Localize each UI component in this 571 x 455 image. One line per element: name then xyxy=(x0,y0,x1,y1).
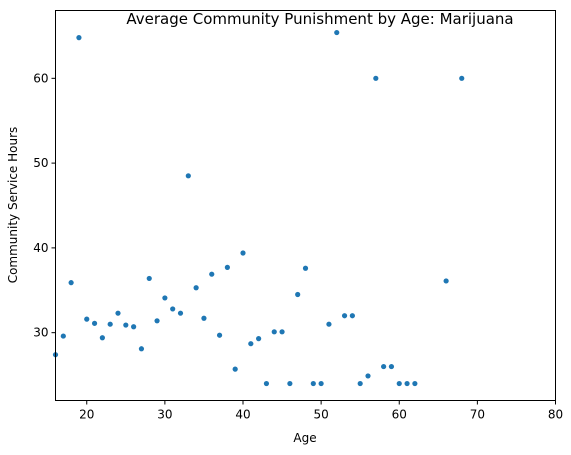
data-point xyxy=(177,310,184,316)
data-point xyxy=(68,280,74,286)
data-point xyxy=(201,315,207,321)
y-tick-label: 60 xyxy=(33,71,48,85)
data-point xyxy=(193,285,199,291)
data-point xyxy=(341,313,348,319)
x-tick-label: 70 xyxy=(470,408,485,422)
data-point xyxy=(365,373,371,379)
chart-title: Average Community Punishment by Age: Mar… xyxy=(126,10,513,28)
data-point xyxy=(279,329,285,335)
data-point xyxy=(263,380,270,387)
data-point xyxy=(216,332,223,338)
x-tick-label: 80 xyxy=(548,408,563,422)
data-point xyxy=(256,336,262,342)
data-point xyxy=(334,29,340,36)
data-point xyxy=(131,324,137,330)
data-point xyxy=(115,310,121,316)
plot-frame xyxy=(55,10,556,401)
data-point xyxy=(287,380,293,387)
data-point xyxy=(240,250,246,256)
data-point xyxy=(248,341,254,347)
data-point xyxy=(107,321,113,327)
data-point xyxy=(138,346,145,352)
data-point xyxy=(123,322,129,328)
data-point xyxy=(146,275,152,282)
data-point xyxy=(459,75,465,81)
data-point xyxy=(357,380,363,387)
data-point xyxy=(232,366,238,372)
x-tick-label: 30 xyxy=(157,408,172,422)
data-point xyxy=(388,363,395,370)
data-point xyxy=(224,264,230,270)
data-point xyxy=(404,380,410,387)
data-point xyxy=(443,278,449,284)
y-axis-label: Community Service Hours xyxy=(6,127,20,284)
data-point xyxy=(396,380,402,387)
data-point xyxy=(349,313,355,319)
data-point xyxy=(84,316,90,322)
data-point xyxy=(170,306,176,312)
x-axis-label: Age xyxy=(293,431,316,445)
data-point xyxy=(76,35,82,41)
data-point xyxy=(99,335,105,341)
x-axis: 20 30 40 50 60 70 80 xyxy=(79,400,563,422)
data-point xyxy=(412,380,418,387)
x-tick-label: 20 xyxy=(79,408,94,422)
y-tick-label: 30 xyxy=(33,326,48,340)
data-point xyxy=(326,321,332,327)
x-tick-label: 60 xyxy=(392,408,407,422)
x-tick-label: 50 xyxy=(313,408,328,422)
data-point xyxy=(91,320,98,326)
data-point xyxy=(318,380,324,387)
data-point xyxy=(302,265,309,271)
data-point xyxy=(381,363,387,370)
y-axis: 30 40 50 60 xyxy=(33,71,56,340)
data-point xyxy=(310,380,316,387)
y-tick-label: 50 xyxy=(33,156,48,170)
y-tick-label: 40 xyxy=(33,241,48,255)
data-point xyxy=(209,271,215,277)
data-point xyxy=(373,75,379,81)
data-point xyxy=(162,295,168,301)
x-tick-label: 40 xyxy=(235,408,250,422)
data-point xyxy=(295,291,301,298)
data-point xyxy=(271,329,277,335)
data-point xyxy=(60,333,66,339)
data-points xyxy=(52,29,465,387)
data-point xyxy=(154,318,160,324)
data-point xyxy=(185,173,191,179)
